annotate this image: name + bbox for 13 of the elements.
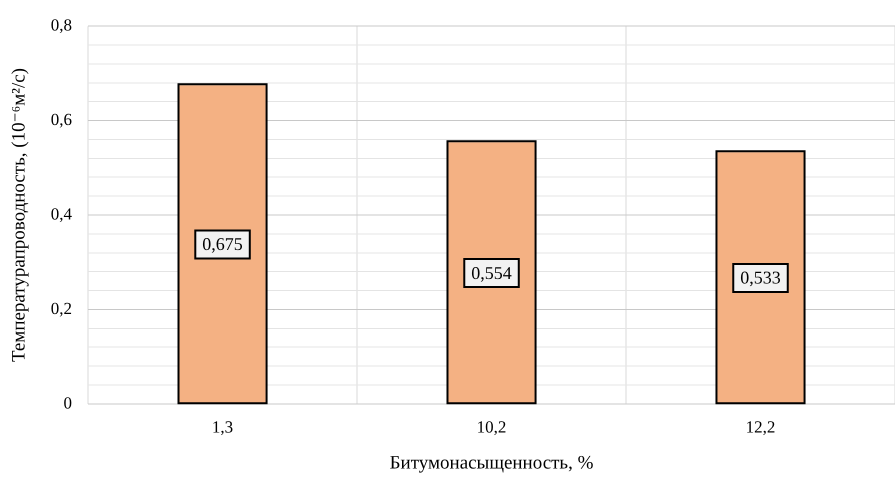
y-tick-label: 0 xyxy=(64,393,72,412)
x-tick-label: 10,2 xyxy=(476,417,506,436)
y-tick-label: 0,8 xyxy=(50,16,72,35)
x-tick-label: 1,3 xyxy=(212,417,234,436)
data-label: 0,533 xyxy=(740,268,781,288)
y-axis-title: Температурапроводность, (10⁻⁶м²/с) xyxy=(8,68,30,362)
data-label: 0,554 xyxy=(471,262,512,283)
y-tick-label: 0,2 xyxy=(50,298,72,318)
y-tick-label: 0,4 xyxy=(50,204,73,224)
x-axis-title: Битумонасыщенность, % xyxy=(390,452,594,474)
data-label: 0,675 xyxy=(202,234,243,254)
y-tick-label: 0,6 xyxy=(50,110,72,130)
x-tick-label: 12,2 xyxy=(746,417,776,436)
